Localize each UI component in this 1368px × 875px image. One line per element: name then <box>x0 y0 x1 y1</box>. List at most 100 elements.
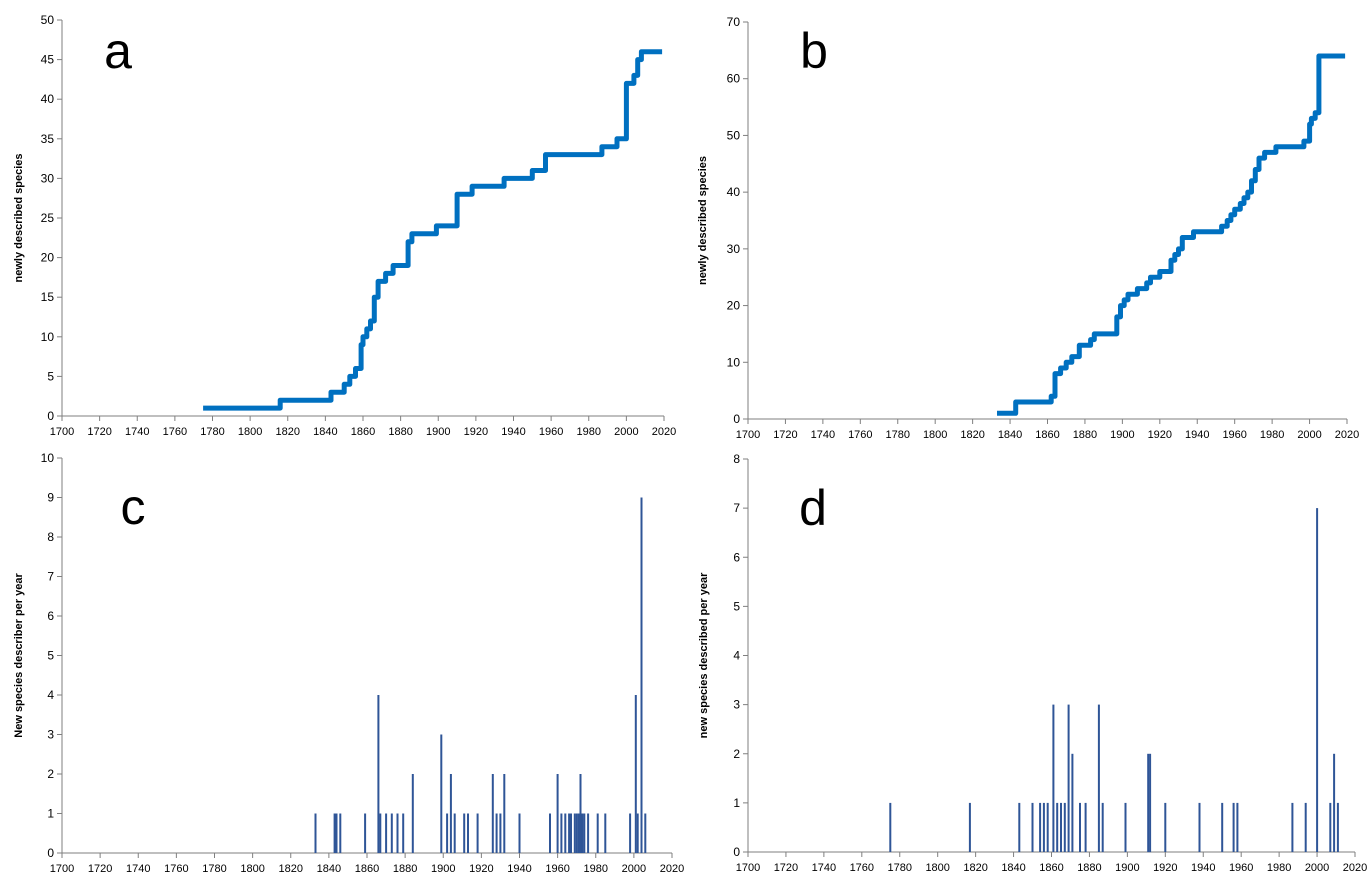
panel-d-bar <box>1039 802 1042 852</box>
panel-d-bar <box>1067 704 1070 852</box>
panel-d-bar <box>1333 753 1336 853</box>
panel-c-bar <box>640 497 643 853</box>
panel-d-bar <box>1031 802 1034 852</box>
panel-d-x-tick-label: 2020 <box>1343 862 1367 874</box>
panel-b-y-axis-title: newly described species <box>697 156 709 285</box>
panel-d-bar <box>1164 802 1167 852</box>
panel-d-bar <box>1291 802 1294 852</box>
panel-c-x-tick-label: 1980 <box>584 863 608 875</box>
panel-a-series-line <box>203 49 663 411</box>
panel-c-bar <box>644 813 647 853</box>
panel-d-x-tick-label: 1740 <box>812 862 836 874</box>
panel-b-x-tick-label: 1900 <box>1110 429 1134 441</box>
panel-d-bar <box>1236 802 1239 852</box>
panel-d-bar <box>1232 802 1235 852</box>
panel-a-x-tick-label: 1760 <box>163 426 187 438</box>
panel-c-y-tick-label: 3 <box>47 728 54 742</box>
panel-c-bar <box>385 813 388 853</box>
panel-c-bar <box>636 813 639 853</box>
panel-b-x-tick-label: 2000 <box>1297 429 1321 441</box>
panel-a-x-tick-label: 1860 <box>351 426 375 438</box>
panel-a-x-tick-label: 1700 <box>50 426 74 438</box>
panel-b-x-tick-label: 1840 <box>998 429 1022 441</box>
panel-d-bar <box>1221 802 1224 852</box>
panel-c-x-tick-label: 1840 <box>317 863 341 875</box>
panel-c-bar <box>396 813 399 853</box>
panel-a-y-tick-label: 25 <box>41 211 55 225</box>
panel-d-y-tick-label: 0 <box>733 845 740 859</box>
panel-c-bar <box>575 813 578 853</box>
panel-c-x-tick-label: 2000 <box>622 863 646 875</box>
panel-b-x-tick-label: 1860 <box>1035 429 1059 441</box>
panel-d-x-tick-label: 1840 <box>1001 862 1025 874</box>
panel-c-bar <box>339 813 342 853</box>
panel-d-bar <box>1052 704 1055 852</box>
panel-d-bar <box>1063 802 1066 852</box>
panel-c-y-axis-title: New species describer per year <box>13 573 25 738</box>
panel-a-x-tick-label: 2000 <box>614 426 638 438</box>
panel-a-y-tick-label: 5 <box>47 369 54 383</box>
panel-d-bar <box>1198 802 1201 852</box>
panel-c-bar <box>577 813 580 853</box>
panel-c-x-tick-label: 1780 <box>202 863 226 875</box>
panel-c-x-tick-label: 1860 <box>355 863 379 875</box>
panel-c-y-tick-label: 5 <box>47 649 54 663</box>
panel-c-x-tick-label: 1700 <box>50 863 74 875</box>
panel-c-bar <box>333 813 336 853</box>
panel-c-bar <box>579 774 582 853</box>
panel-d-bar <box>1149 753 1152 853</box>
panel-c-x-tick-label: 1740 <box>126 863 150 875</box>
panel-b-panel-label: b <box>800 23 828 79</box>
panel-c-x-tick-label: 1720 <box>88 863 112 875</box>
panel-b-x-tick-label: 1960 <box>1222 429 1246 441</box>
panel-c-bar <box>463 813 466 853</box>
panel-b-y-tick-label: 0 <box>733 412 740 426</box>
panel-b-x-tick-label: 1760 <box>848 429 872 441</box>
panel-d-bar <box>1124 802 1127 852</box>
panel-b-x-tick-label: 1740 <box>811 429 835 441</box>
panel-b-y-tick-label: 10 <box>727 355 741 369</box>
panel-b-x-tick-label: 1940 <box>1185 429 1209 441</box>
panel-d-x-tick-label: 1900 <box>1115 862 1139 874</box>
panel-d-x-tick-label: 1800 <box>925 862 949 874</box>
panel-c-bar <box>560 813 563 853</box>
panel-c-bar <box>314 813 317 853</box>
panel-c-x-tick-label: 1900 <box>431 863 455 875</box>
panel-a-y-tick-label: 35 <box>41 132 55 146</box>
panel-a-x-tick-label: 1780 <box>200 426 224 438</box>
panel-b-y-tick-label: 60 <box>727 72 741 86</box>
panel-c-x-tick-label: 1760 <box>164 863 188 875</box>
panel-a-panel-label: a <box>104 23 132 79</box>
panel-d-y-tick-label: 8 <box>733 452 740 466</box>
panel-b-y-tick-label: 30 <box>727 242 741 256</box>
panel-b-series-line <box>997 53 1346 416</box>
panel-d-x-tick-label: 1860 <box>1039 862 1063 874</box>
panel-c-y-tick-label: 10 <box>41 451 55 465</box>
panel-d-x-tick-label: 1920 <box>1153 862 1177 874</box>
panel-a-x-tick-label: 1820 <box>276 426 300 438</box>
panel-c-y-tick-label: 7 <box>47 570 54 584</box>
panel-a-x-tick-label: 1920 <box>464 426 488 438</box>
panel-c-bar <box>467 813 469 853</box>
panel-a-x-tick-label: 1960 <box>539 426 563 438</box>
panel-a-x-tick-label: 1980 <box>577 426 601 438</box>
panel-c-bar <box>476 813 479 853</box>
panel-c-bar <box>518 813 521 853</box>
panel-c-y-tick-label: 8 <box>47 530 54 544</box>
panel-d-bar <box>1336 802 1339 852</box>
panel-b-x-tick-label: 1980 <box>1260 429 1284 441</box>
panel-c-x-tick-label: 1960 <box>545 863 569 875</box>
panel-d-x-tick-label: 1980 <box>1267 862 1291 874</box>
panel-c-bar <box>453 813 456 853</box>
panel-c-bar <box>440 734 443 853</box>
panel-d-bar <box>968 802 971 852</box>
panel-d-bar <box>1079 802 1081 852</box>
panel-b-x-tick-label: 1820 <box>960 429 984 441</box>
panel-c-bar <box>564 813 567 853</box>
panel-c-bar <box>449 774 452 853</box>
panel-c-x-tick-label: 1800 <box>240 863 264 875</box>
panel-b-x-tick-label: 1780 <box>886 429 910 441</box>
panel-d-bar <box>1060 802 1062 852</box>
panel-d-bar <box>1046 802 1049 852</box>
